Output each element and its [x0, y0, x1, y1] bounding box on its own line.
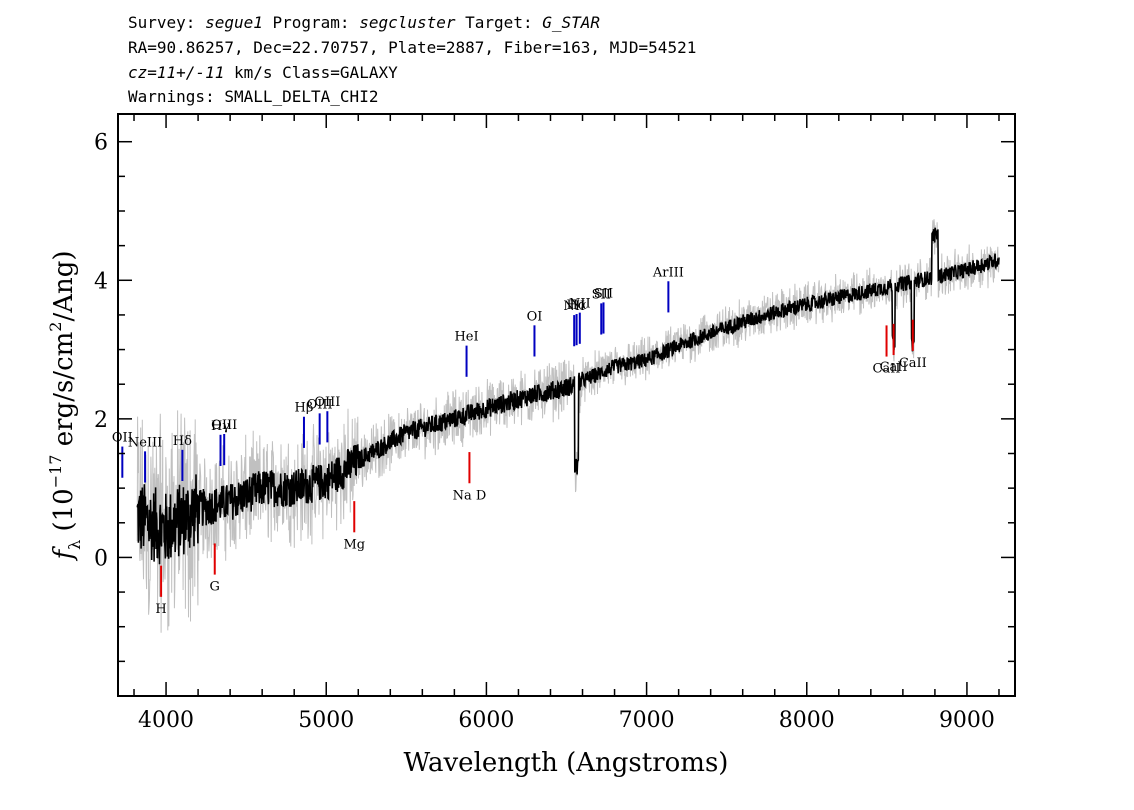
- y-axis-title: fλ (10−17 erg/s/cm2/Ang): [46, 250, 84, 561]
- program-value: segcluster: [359, 13, 456, 32]
- emission-line-label: HeI: [454, 330, 478, 345]
- survey-label: Survey:: [128, 13, 206, 32]
- absorption-line-label: CaII: [899, 356, 927, 371]
- y-axis-title-text: fλ (10−17 erg/s/cm2/Ang): [46, 250, 84, 561]
- target-label: Target:: [455, 13, 543, 32]
- x-tick-label: 9000: [939, 708, 995, 733]
- absorption-line-label: CaII: [873, 362, 901, 377]
- y-tick-label: 4: [94, 269, 108, 294]
- absorption-line-label: H: [155, 602, 166, 617]
- absorption-line-label: Mg: [343, 537, 365, 552]
- survey-value: segue1: [205, 13, 263, 32]
- axes: 4000 5000 6000 7000 8000 9000 0 2 4 6: [94, 113, 1016, 733]
- header-line-2: RA=90.86257, Dec=22.70757, Plate=2887, F…: [128, 38, 697, 57]
- noise-series: [136, 219, 1000, 633]
- y-tick-label: 2: [94, 408, 108, 433]
- flux-line: [136, 227, 1000, 565]
- target-value: G_STAR: [542, 13, 601, 32]
- y-tick-label: 6: [94, 131, 108, 156]
- emission-line-label: NII: [569, 297, 591, 312]
- x-tick-label: 5000: [298, 708, 354, 733]
- emission-line-label: ArIII: [652, 265, 684, 280]
- plot-frame: [117, 113, 1016, 697]
- x-tick-label: 4000: [138, 708, 194, 733]
- emission-line-label: OIII: [307, 397, 333, 412]
- emission-line-label: OIII: [211, 418, 237, 433]
- noise-line: [136, 219, 1000, 633]
- absorption-line-label: CaII: [880, 360, 908, 375]
- emission-line-label: OIII: [314, 395, 340, 410]
- program-label: Program:: [262, 13, 360, 32]
- x-axis-title: Wavelength (Angstroms): [404, 748, 729, 778]
- class-text: km/s Class=GALAXY: [224, 63, 398, 82]
- absorption-line-label: Na D: [453, 488, 487, 503]
- emission-line-label: Hγ: [211, 419, 230, 434]
- x-tick-label: 7000: [619, 708, 675, 733]
- emission-line-label: Hδ: [173, 434, 192, 449]
- absorption-line-label: G: [210, 580, 220, 595]
- emission-line-label: Hα: [567, 298, 587, 313]
- x-tick-label: 6000: [458, 708, 514, 733]
- emission-line-label: NeIII: [128, 435, 162, 450]
- emission-line-label: Hβ: [295, 401, 314, 416]
- emission-line-label: SII: [592, 287, 611, 302]
- flux-series: [136, 227, 1000, 565]
- redshift-value: cz=11+/-11: [128, 63, 225, 82]
- header-line-1: Survey: segue1 Program: segcluster Targe…: [128, 13, 600, 33]
- emission-line-label: NII: [563, 299, 585, 314]
- y-tick-label: 0: [94, 546, 108, 571]
- emission-line-label: OI: [527, 309, 543, 324]
- emission-line-label: SII: [594, 286, 613, 301]
- header-line-3: cz=11+/-11 km/s Class=GALAXY: [128, 63, 398, 83]
- header-line-4: Warnings: SMALL_DELTA_CHI2: [128, 87, 379, 106]
- x-tick-label: 8000: [779, 708, 835, 733]
